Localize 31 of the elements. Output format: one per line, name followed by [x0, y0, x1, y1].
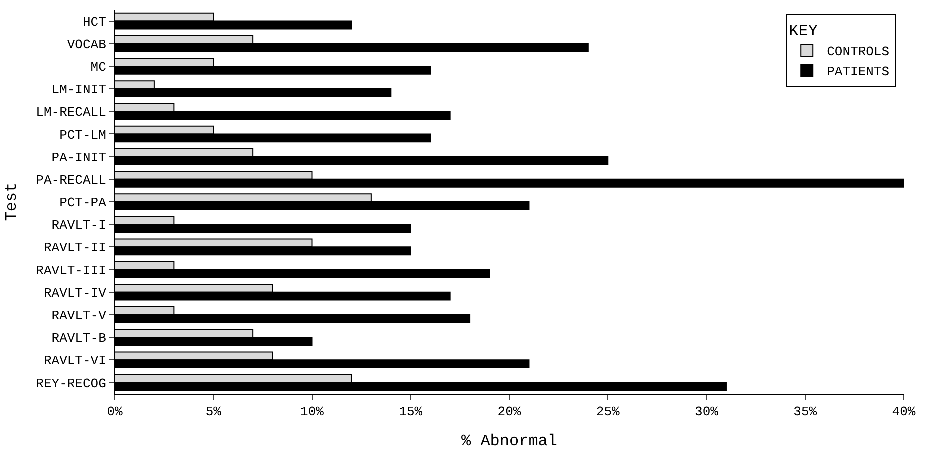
legend-label: PATIENTS: [827, 64, 890, 80]
legend-label: CONTROLS: [827, 44, 890, 60]
y-tick-label: VOCAB: [67, 37, 107, 52]
y-tick-label: RAVLT-II: [44, 240, 106, 256]
y-tick-label: LM-RECALL: [36, 105, 106, 120]
y-tick-label: MC: [90, 60, 107, 76]
y-tick-label: REY-RECOG: [36, 376, 106, 392]
y-tick-label: RAVLT-VI: [44, 354, 106, 369]
y-tick-label: HCT: [82, 14, 107, 30]
y-tick-label: LM-INIT: [52, 82, 107, 98]
y-tick-label: RAVLT-III: [36, 263, 106, 278]
x-tick-label: 10%: [300, 404, 324, 420]
y-tick-label: PCT-PA: [60, 196, 107, 211]
y-tick-label: RAVLT-V: [52, 308, 107, 324]
x-tick-label: 15%: [399, 404, 423, 420]
y-tick-label: PCT-LM: [60, 128, 106, 143]
y-tick-label: PA-INIT: [52, 150, 107, 166]
y-tick-label: RAVLT-IV: [44, 286, 107, 301]
y-tick-label: PA-RECALL: [36, 172, 106, 188]
y-tick-label: RAVLT-I: [52, 218, 106, 234]
x-tick-label: 40%: [892, 404, 916, 420]
legend-title: KEY: [789, 22, 818, 41]
y-axis-title: Test: [3, 182, 22, 222]
x-tick-label: 35%: [794, 404, 818, 420]
x-axis-title: % Abnormal: [461, 432, 558, 450]
x-tick-label: 20%: [498, 404, 522, 420]
y-tick-label: RAVLT-B: [52, 331, 107, 346]
x-tick-label: 5%: [206, 404, 222, 420]
x-tick-label: 0%: [107, 404, 123, 420]
x-tick-label: 25%: [596, 404, 620, 420]
x-tick-label: 30%: [695, 404, 719, 420]
